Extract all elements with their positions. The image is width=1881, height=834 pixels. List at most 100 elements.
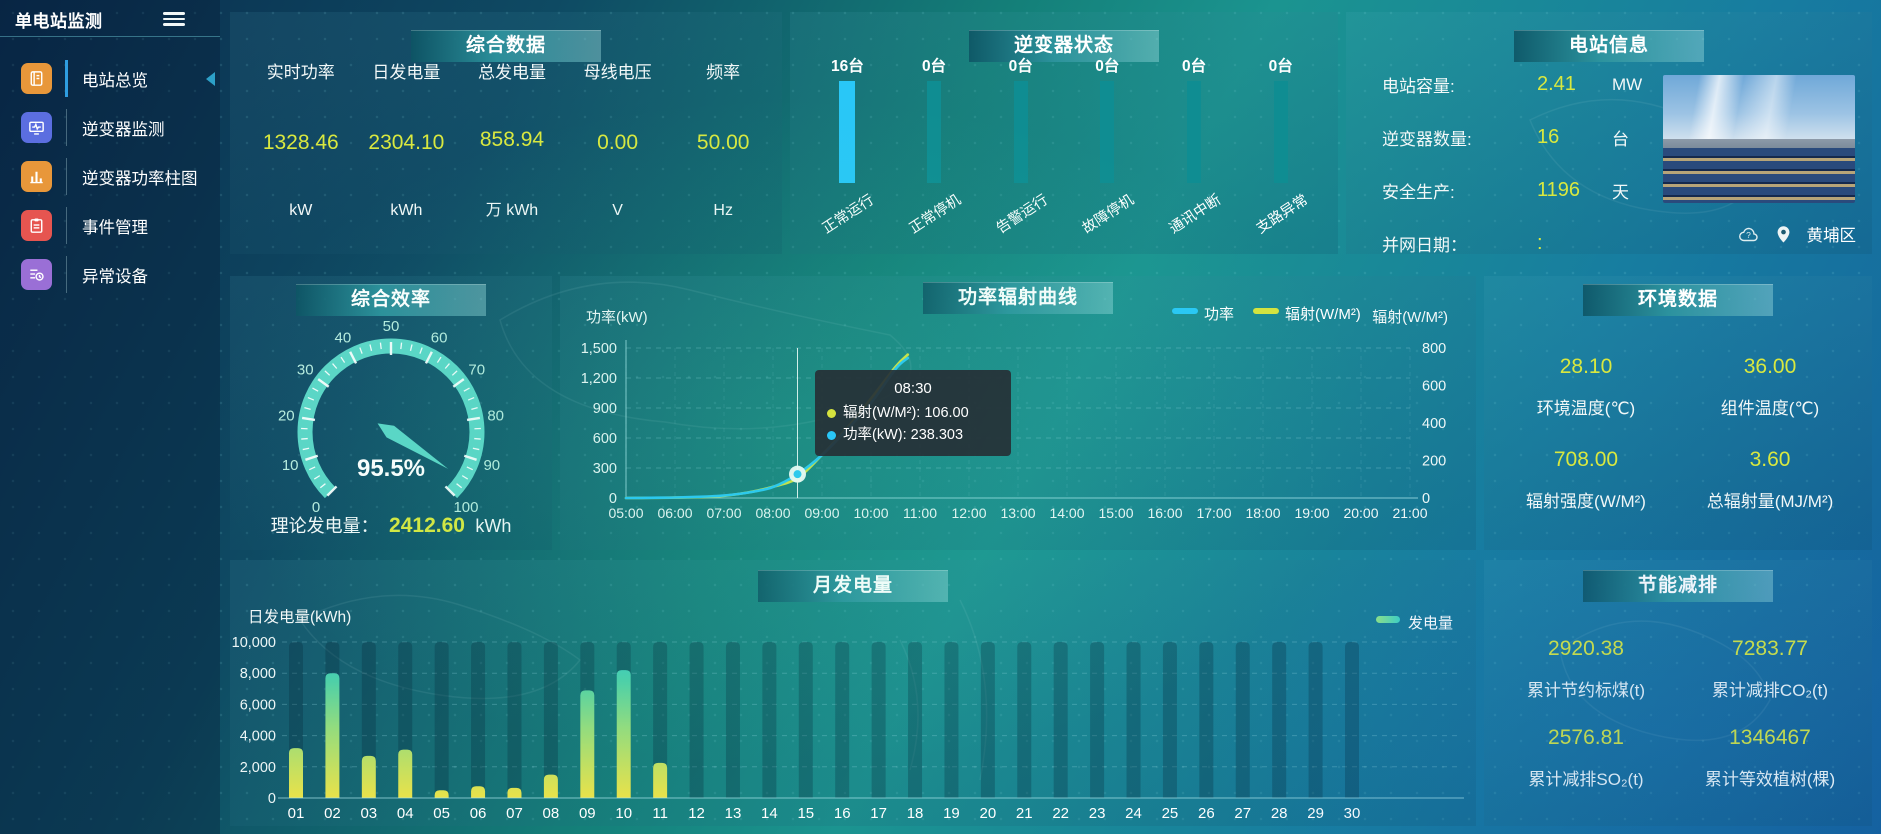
- metric-label: 环境温度(℃): [1536, 398, 1636, 418]
- station-info-panel-title: 电站信息: [1514, 30, 1704, 62]
- station-row-label: 安全生产:: [1382, 183, 1455, 202]
- legend-item-energy[interactable]: 发电量: [1376, 615, 1453, 632]
- svg-text:05: 05: [433, 805, 450, 822]
- svg-text:29: 29: [1307, 805, 1324, 822]
- sidebar-item-inverter-monitoring[interactable]: 逆变器监测: [0, 103, 220, 152]
- efficiency-panel: 综合效率 0 10 20 30 40 50 60 70 80 90 100 95.5% 理论发电量： …: [230, 276, 552, 550]
- svg-text:60: 60: [431, 330, 448, 347]
- svg-text:400: 400: [1422, 416, 1446, 432]
- bar-day-09: [580, 690, 595, 798]
- svg-text:14: 14: [761, 805, 778, 822]
- svg-text:0: 0: [609, 491, 617, 507]
- station-row-unit: MW: [1612, 74, 1643, 94]
- summary-panel-title: 综合数据: [411, 30, 601, 62]
- bar-track: [1272, 642, 1287, 798]
- metric: 3.60 总辐射量(MJ/M²): [1678, 433, 1862, 526]
- svg-text:24: 24: [1125, 805, 1142, 822]
- status-count: 0台: [1268, 58, 1293, 75]
- summary-metric-value: 2304.10: [368, 130, 445, 154]
- status-label: 正常运行: [819, 192, 878, 238]
- status-bar: [839, 81, 856, 183]
- station-info-panel: 电站信息 电站容量: 2.41 MW 逆变器数量: 16 台安全生产: 1196 天并网日期：…: [1346, 12, 1872, 255]
- svg-text:18:00: 18:00: [1245, 505, 1280, 521]
- metric-label: 累计减排CO₂(t): [1711, 680, 1829, 700]
- svg-text:08: 08: [543, 805, 560, 822]
- bar-track: [1017, 642, 1032, 798]
- bar-day-01: [289, 748, 303, 798]
- gauge-needle: [377, 423, 449, 469]
- sidebar-item-station-overview[interactable]: 电站总览: [0, 54, 220, 103]
- bar-track: [543, 642, 558, 798]
- station-info-row: 并网日期：:: [1382, 217, 1672, 270]
- sidebar-item-abnormal-devices[interactable]: 异常设备: [0, 250, 220, 299]
- summary-metric-label: 频率: [706, 63, 741, 82]
- svg-text:2,000: 2,000: [240, 760, 276, 776]
- svg-text:0: 0: [1422, 491, 1430, 507]
- hamburger-menu-icon[interactable]: [161, 10, 187, 28]
- svg-text:?: ?: [1746, 230, 1751, 240]
- status-count: 16台: [830, 58, 864, 75]
- svg-text:40: 40: [335, 330, 352, 347]
- svg-text:23: 23: [1089, 805, 1106, 822]
- svg-text:20: 20: [980, 805, 997, 822]
- status-count: 0台: [921, 58, 947, 75]
- svg-text:15:00: 15:00: [1098, 505, 1133, 521]
- sidebar-item-event-management[interactable]: 事件管理: [0, 201, 220, 250]
- list-clock-icon: [21, 259, 52, 290]
- inverter-status-panel: 逆变器状态 16台 正常运行 0台 正常停机 0台 告警运行 0台 故障停机 0台 通讯中断 0台支…: [790, 12, 1338, 254]
- status-bar: [1100, 81, 1115, 183]
- bar-track: [1162, 642, 1177, 798]
- bar-day-06: [471, 786, 486, 798]
- inverter-status-bars[interactable]: 16台 正常运行 0台 正常停机 0台 告警运行 0台 故障停机 0台 通讯中断 0台 支路异常: [804, 54, 1324, 250]
- location-indicator[interactable]: ? 黄埔区: [1737, 222, 1856, 246]
- status-label: 故障停机: [1080, 192, 1138, 238]
- svg-text:辐射(W/M²): 辐射(W/M²): [1285, 306, 1361, 323]
- svg-text:16: 16: [834, 805, 851, 822]
- environment-panel: 环境数据 28.10 环境温度(℃) 36.00 组件温度(℃) 708.00 辐射强度(…: [1484, 276, 1872, 550]
- sidebar-item-inverter-power-bars[interactable]: 逆变器功率柱图: [0, 152, 220, 201]
- summary-metric-unit: 万 kWh: [485, 202, 539, 219]
- station-row-label: 并网日期：: [1382, 236, 1467, 255]
- metric: 708.00 辐射强度(W/M²): [1494, 433, 1678, 526]
- location-pin-icon: [1777, 225, 1789, 243]
- metric-label: 组件温度(℃): [1720, 398, 1820, 418]
- right-axis-name: 辐射(W/M²): [1372, 309, 1448, 326]
- status-column: 0台 故障停机: [1064, 54, 1151, 250]
- svg-text:30: 30: [297, 362, 314, 379]
- legend-item-radiation[interactable]: 辐射(W/M²): [1253, 306, 1361, 323]
- power-radiation-chart[interactable]: 05:00 06:00 07:00 08:00 09:00 10:00 11:00 12:00…: [560, 276, 1476, 550]
- summary-metric-label: 母线电压: [583, 63, 652, 82]
- bar-track: [1090, 642, 1105, 798]
- y-axis-name: 日发电量(kWh): [248, 608, 351, 626]
- theoretical-energy-unit: kWh: [475, 516, 512, 536]
- power-series-dot-icon: [827, 430, 836, 440]
- bar-track: [1235, 642, 1250, 798]
- svg-text:8,000: 8,000: [240, 666, 276, 682]
- monthly-energy-chart[interactable]: 0 2,000 4,000 6,000 8,000 10,000 01 02 03 04 05 06 0…: [230, 560, 1476, 826]
- metric-value: 28.10: [1559, 354, 1613, 378]
- sidebar-item-label: 电站总览: [82, 71, 148, 90]
- metric: 36.00 组件温度(℃): [1678, 340, 1862, 433]
- metric-value: 36.00: [1743, 354, 1797, 378]
- summary-metric-label: 实时功率: [266, 63, 335, 82]
- bar-track: [725, 642, 740, 798]
- svg-text:10:00: 10:00: [853, 505, 888, 521]
- station-row-unit: 台: [1612, 130, 1629, 149]
- summary-metrics: 实时功率 1328.46 kW 日发电量 2304.10 kWh 总发电量 858.94 万 k…: [248, 58, 776, 220]
- status-column: 0台 通讯中断: [1151, 54, 1238, 250]
- svg-text:12: 12: [688, 805, 705, 822]
- tooltip-power-value: 功率(kW): 238.303: [843, 427, 964, 443]
- status-column: 0台 告警运行: [977, 54, 1064, 250]
- svg-text:07:00: 07:00: [706, 505, 741, 521]
- svg-text:1,200: 1,200: [581, 371, 617, 387]
- journal-icon: [21, 63, 52, 94]
- svg-text:200: 200: [1422, 454, 1446, 470]
- svg-text:900: 900: [593, 401, 617, 417]
- menu-divider: [65, 60, 68, 97]
- efficiency-gauge[interactable]: 0 10 20 30 40 50 60 70 80 90 100 95.5%: [230, 312, 552, 518]
- metric-value: 2920.38: [1548, 636, 1624, 660]
- svg-text:1,500: 1,500: [581, 341, 617, 357]
- legend-item-power[interactable]: 功率: [1172, 306, 1234, 323]
- status-count: 0台: [1181, 58, 1207, 75]
